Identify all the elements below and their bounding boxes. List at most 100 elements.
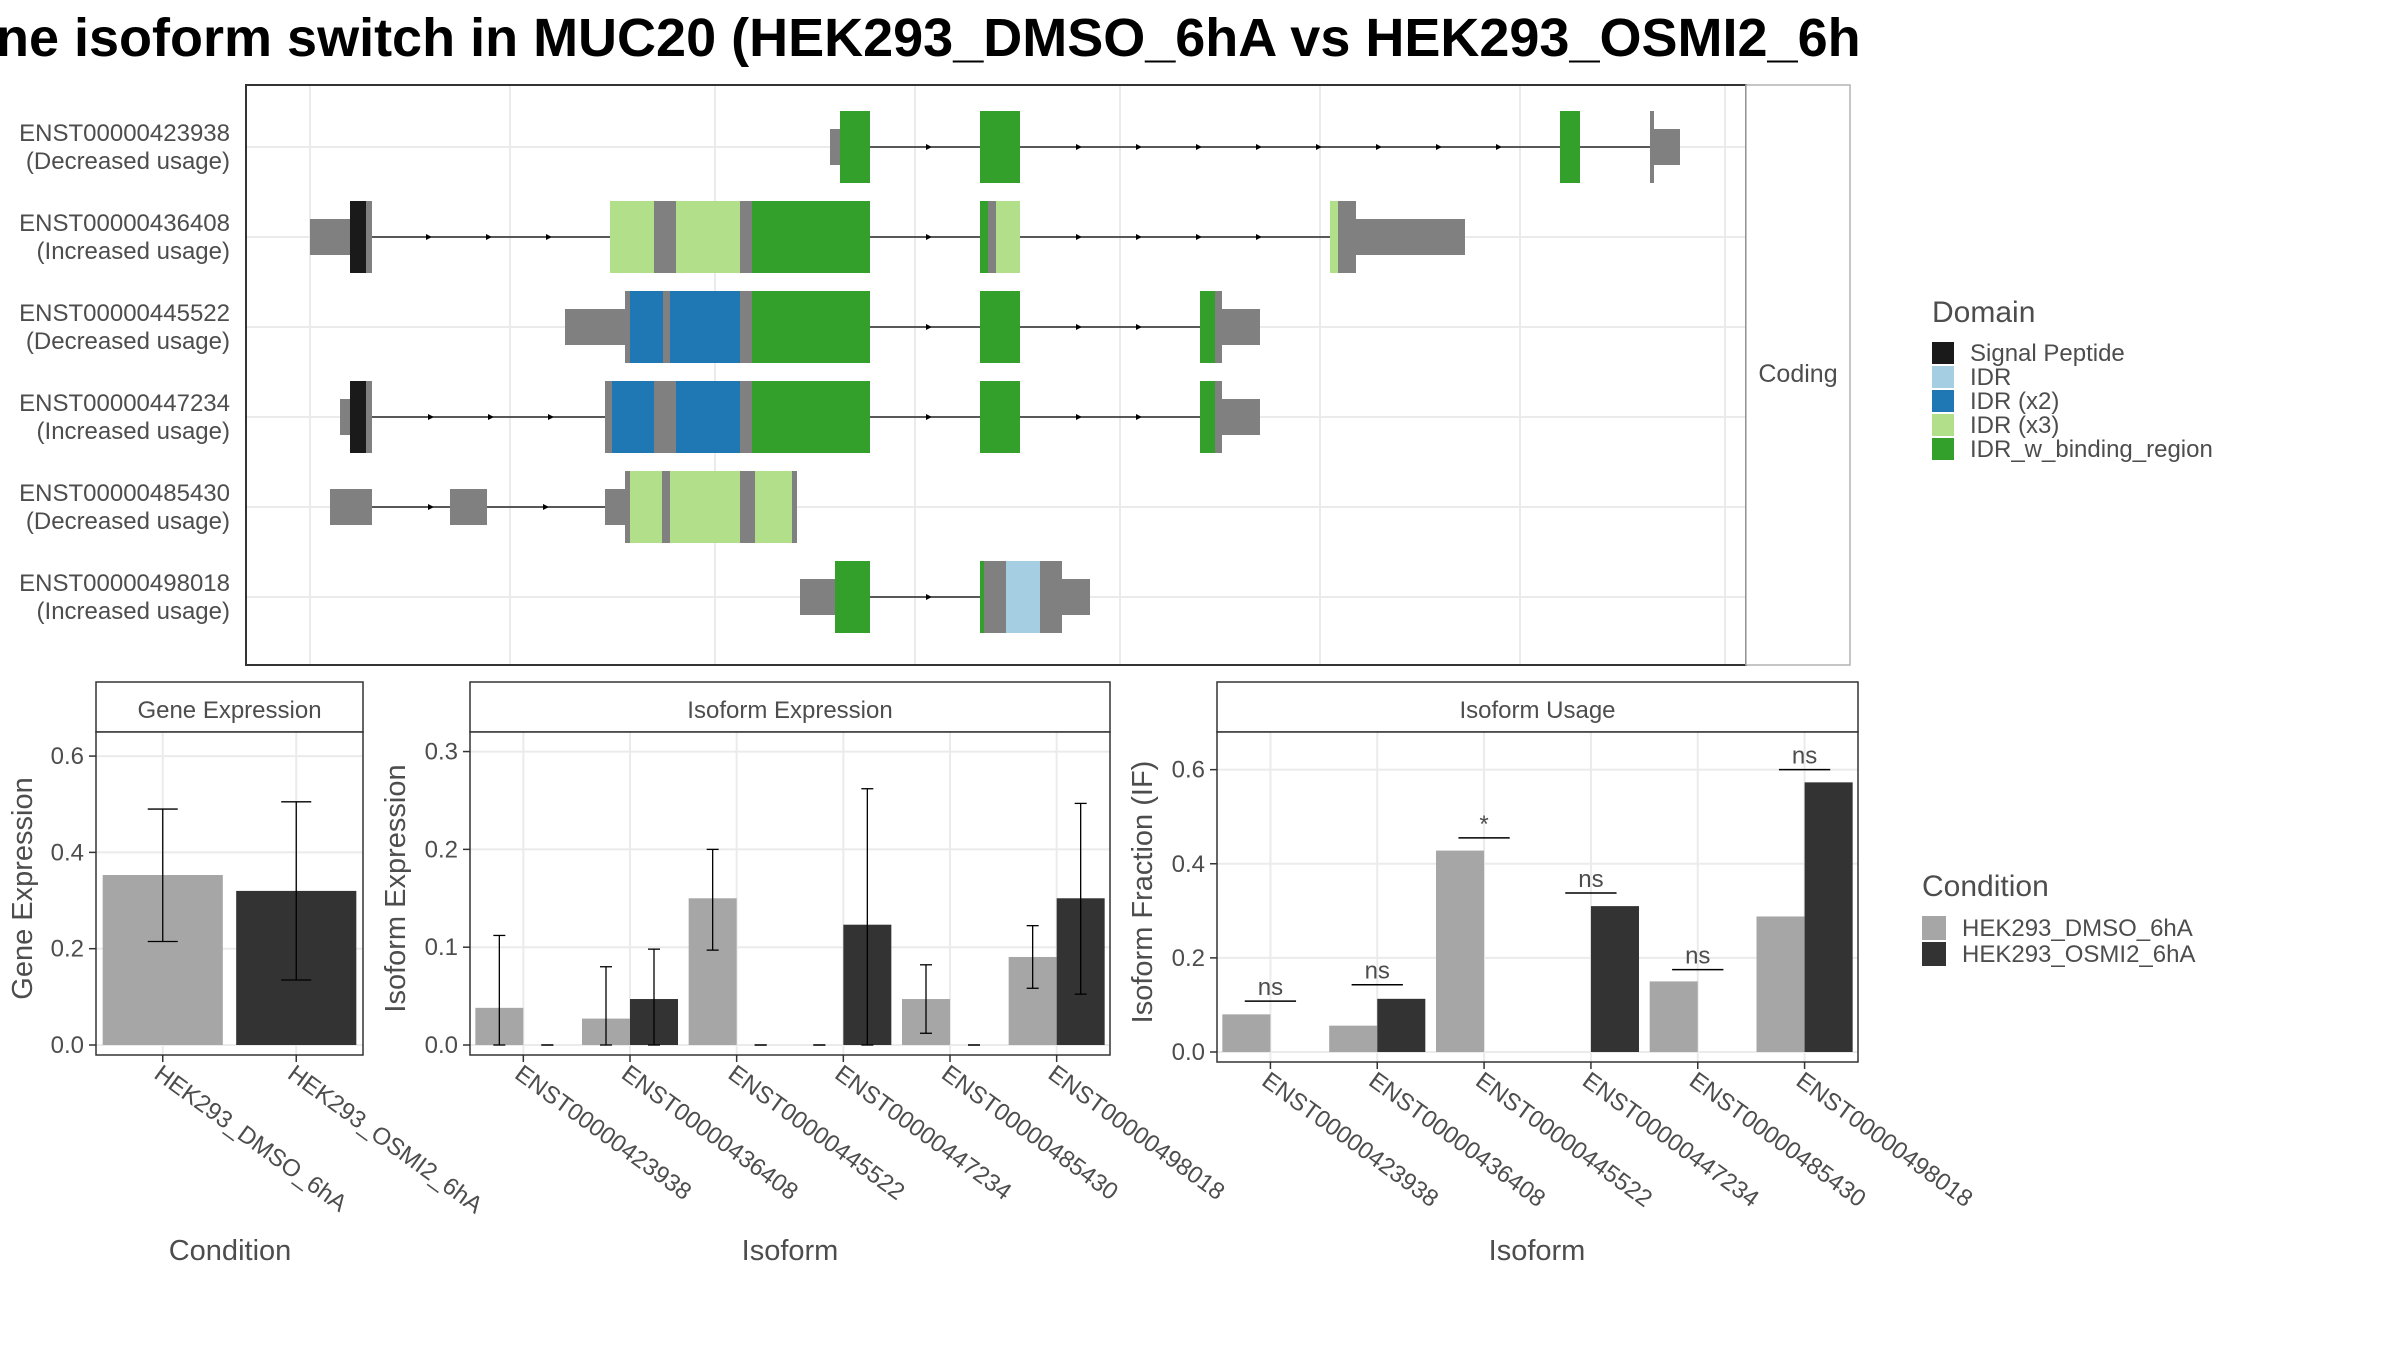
exon-coding — [740, 291, 752, 363]
exon-coding — [625, 291, 630, 363]
condition-legend-title: Condition — [1922, 870, 2049, 903]
intron-arrow — [1256, 234, 1262, 240]
exon-coding — [670, 471, 740, 543]
significance-label: ns — [1365, 958, 1390, 985]
exon-coding — [670, 291, 740, 363]
y-tick-label: 0.2 — [425, 836, 458, 863]
exon-coding — [1040, 561, 1062, 633]
plot-area — [470, 732, 1110, 1055]
bar — [1756, 916, 1805, 1052]
exon-utr — [310, 219, 350, 255]
intron-arrow — [1256, 144, 1262, 150]
facet-label: Coding — [1758, 360, 1837, 388]
plot-frame — [1216, 731, 1859, 1063]
exon-coding — [610, 201, 654, 273]
bar — [1804, 782, 1853, 1052]
isoform-id-label: ENST00000445522 — [19, 300, 230, 327]
bar — [1329, 1025, 1378, 1052]
isoform-structures — [310, 111, 1680, 633]
exon-utr — [450, 489, 487, 525]
exon-utr — [1062, 579, 1090, 615]
exon-coding — [1215, 381, 1222, 453]
intron-arrow — [428, 414, 434, 420]
significance-label: ns — [1792, 743, 1817, 770]
intron-arrow — [1196, 234, 1202, 240]
y-tick-label: 0.2 — [1172, 945, 1205, 972]
exon-coding — [740, 471, 755, 543]
intron-arrow — [926, 234, 932, 240]
exon-coding — [740, 381, 752, 453]
domain-legend-swatch — [1932, 438, 1954, 460]
exon-coding — [676, 201, 740, 273]
bar — [1436, 850, 1485, 1052]
intron-arrow — [1136, 144, 1142, 150]
isoform-usage-panel: Isoform Usage 0.0 0.2 0.4 0.6 ns ns * ns ns ns ENST… — [1127, 681, 1978, 1267]
exon-coding — [740, 201, 752, 273]
intron-arrow — [1076, 144, 1082, 150]
plot-frame — [95, 731, 364, 1056]
intron-arrow — [428, 504, 434, 510]
condition-legend-swatch — [1922, 942, 1946, 966]
x-tick-label: ENST00000498018 — [1791, 1067, 1977, 1213]
domain-legend-swatch — [1932, 366, 1954, 388]
significance-label: ns — [1685, 943, 1710, 970]
exon-utr — [330, 489, 372, 525]
x-axis-title: Isoform — [1489, 1235, 1586, 1267]
intron-arrow — [1076, 414, 1082, 420]
intron-arrow — [926, 324, 932, 330]
intron-arrow — [543, 504, 549, 510]
isoform-id-label: ENST00000485430 — [19, 480, 230, 507]
exon-coding — [630, 291, 663, 363]
bar — [1377, 998, 1426, 1052]
isoform-structure-panel: Coding ENST00000423938(Decreased usage)E… — [19, 84, 1851, 666]
bar — [1649, 981, 1698, 1052]
intron-arrow — [488, 414, 494, 420]
exon-coding — [1006, 561, 1040, 633]
isoform-id-label: ENST00000436408 — [19, 210, 230, 237]
x-tick-label: ENST00000447234 — [1577, 1067, 1763, 1213]
x-tick-label: ENST00000485430 — [936, 1060, 1122, 1206]
intron-arrow — [1436, 144, 1442, 150]
isoform-id-label: ENST00000447234 — [19, 390, 230, 417]
domain-legend-label: IDR (x3) — [1970, 412, 2059, 439]
exon-coding — [755, 471, 792, 543]
exon-coding — [1200, 381, 1215, 453]
isoform-usage-label: (Increased usage) — [37, 418, 230, 445]
domain-legend-label: IDR — [1970, 364, 2011, 391]
exon-coding — [1650, 111, 1654, 183]
exon-coding — [1330, 201, 1338, 273]
exon-coding — [984, 561, 1006, 633]
exon-coding — [980, 201, 988, 273]
exon-coding — [625, 471, 630, 543]
x-tick-label: ENST00000423938 — [1257, 1067, 1443, 1213]
intron-arrow — [1076, 234, 1082, 240]
significance-label: ns — [1578, 866, 1603, 893]
intron-arrow — [1136, 234, 1142, 240]
isoform-row-labels: ENST00000423938(Decreased usage)ENST0000… — [19, 120, 230, 625]
exon-utr — [340, 399, 350, 435]
exon-utr — [1356, 219, 1465, 255]
intron-arrow — [486, 234, 492, 240]
isoform-id-label: ENST00000498018 — [19, 570, 230, 597]
intron-arrow — [926, 414, 932, 420]
domain-legend-label: IDR_w_binding_region — [1970, 436, 2213, 463]
isoform-id-label: ENST00000423938 — [19, 120, 230, 147]
y-tick-label: 0.0 — [425, 1032, 458, 1059]
isoform-usage-label: (Increased usage) — [37, 238, 230, 265]
figure-title: ne isoform switch in MUC20 (HEK293_DMSO_… — [0, 8, 1861, 68]
intron-arrow — [1196, 144, 1202, 150]
domain-legend-label: Signal Peptide — [1970, 340, 2125, 367]
intron-arrow — [1136, 324, 1142, 330]
intron-arrow — [426, 234, 432, 240]
exon-coding — [752, 381, 870, 453]
y-tick-label: 0.1 — [425, 934, 458, 961]
exon-utr — [830, 129, 840, 165]
y-tick-label: 0.0 — [1172, 1039, 1205, 1066]
exon-coding — [350, 381, 366, 453]
exon-coding — [835, 561, 870, 633]
y-tick-label: 0.4 — [51, 839, 84, 866]
exon-coding — [980, 381, 1020, 453]
intron-arrow — [926, 144, 932, 150]
x-tick-label: ENST00000423938 — [510, 1060, 696, 1206]
